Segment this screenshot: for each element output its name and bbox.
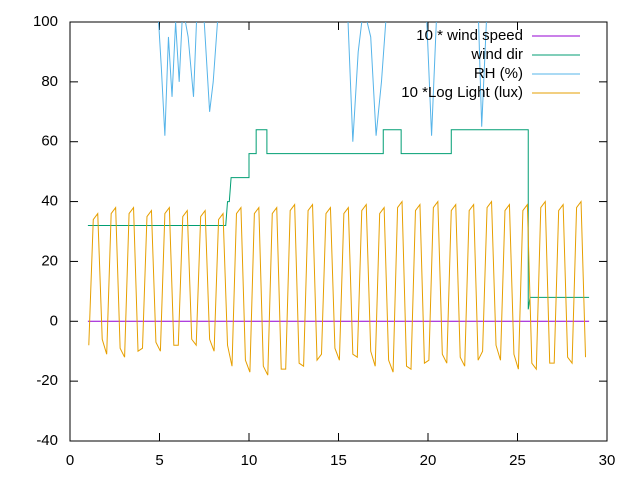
legend-label: wind dir bbox=[470, 46, 523, 63]
series-line bbox=[88, 200, 587, 376]
x-tick-label: 5 bbox=[155, 452, 163, 469]
y-tick-label: 20 bbox=[41, 252, 58, 269]
x-tick-label: 0 bbox=[66, 452, 74, 469]
x-tick-label: 10 bbox=[241, 452, 258, 469]
y-tick-label: -20 bbox=[36, 372, 58, 389]
series-line bbox=[158, 22, 487, 142]
plot-border bbox=[69, 21, 608, 442]
y-tick-label: 0 bbox=[50, 312, 58, 329]
legend-label: 10 *Log Light (lux) bbox=[401, 84, 523, 101]
legend-label: 10 * wind speed bbox=[416, 27, 523, 44]
x-tick-label: 15 bbox=[330, 452, 347, 469]
plot-area bbox=[87, 22, 590, 376]
y-tick-label: 100 bbox=[33, 13, 58, 30]
y-tick-label: 40 bbox=[41, 193, 58, 210]
series-line bbox=[87, 129, 590, 310]
y-tick-label: 80 bbox=[41, 73, 58, 90]
legend-label: RH (%) bbox=[474, 65, 523, 82]
y-tick-label: -40 bbox=[36, 432, 58, 449]
x-tick-label: 20 bbox=[420, 452, 437, 469]
y-tick-label: 60 bbox=[41, 133, 58, 150]
x-tick-label: 30 bbox=[599, 452, 616, 469]
x-tick-label: 25 bbox=[509, 452, 526, 469]
